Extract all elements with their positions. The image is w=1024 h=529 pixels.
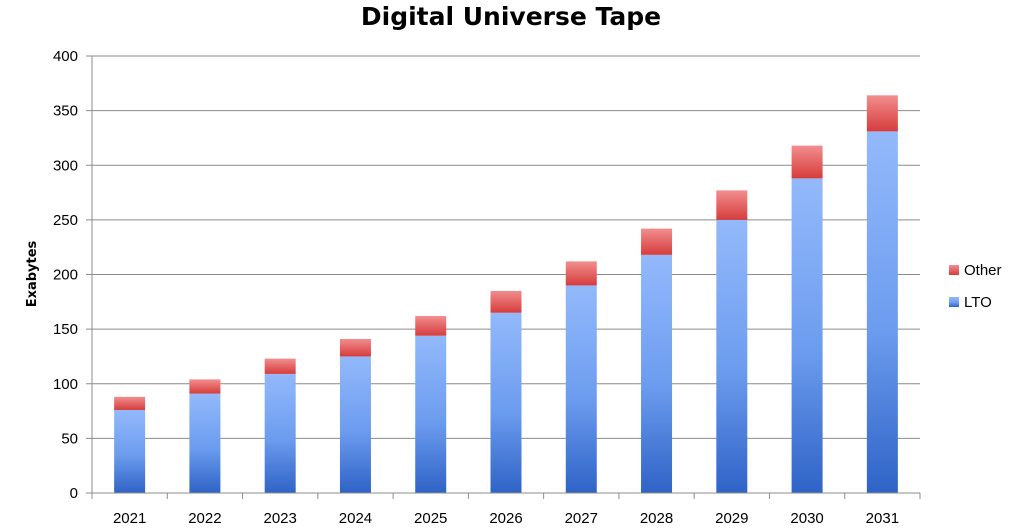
y-axis-ticks: 0 50 100 150 200 250 300 350 400 xyxy=(53,48,78,502)
x-tick-label: 2021 xyxy=(113,510,146,527)
x-tick-label: 2028 xyxy=(640,510,673,527)
bar-lto-2028 xyxy=(641,254,673,493)
y-tick-label: 300 xyxy=(53,157,78,174)
bar-lto-2022 xyxy=(189,393,221,493)
bar-other-2024 xyxy=(339,338,371,357)
x-axis-ticks: 2021 2022 2023 2024 2025 2026 2027 2028 2029 2030… xyxy=(91,492,921,527)
bar-other-2025 xyxy=(415,316,447,336)
legend: Other LTO xyxy=(949,262,1002,311)
x-tick-label: 2031 xyxy=(866,510,899,527)
y-tick-label: 150 xyxy=(53,321,78,338)
bar-lto-2023 xyxy=(264,373,296,493)
y-axis-title: Exabytes xyxy=(25,240,40,307)
bar-other-2028 xyxy=(641,228,673,255)
bar-lto-2030 xyxy=(791,178,823,494)
chart-title: Digital Universe Tape xyxy=(361,2,661,31)
y-tick-label: 250 xyxy=(53,212,78,229)
x-tick-label: 2030 xyxy=(790,510,823,527)
legend-swatch-other xyxy=(949,265,959,275)
bar-other-2023 xyxy=(264,358,296,374)
y-tick-label: 50 xyxy=(61,430,78,447)
y-tick-label: 400 xyxy=(53,48,78,65)
x-tick-label: 2023 xyxy=(263,510,296,527)
bar-lto-2024 xyxy=(339,356,371,493)
x-tick-label: 2026 xyxy=(489,510,522,527)
bars xyxy=(114,95,898,494)
y-tick-label: 350 xyxy=(53,103,78,120)
x-tick-label: 2029 xyxy=(715,510,748,527)
bar-other-2031 xyxy=(866,95,898,132)
legend-label-lto: LTO xyxy=(964,294,992,311)
x-tick-label: 2025 xyxy=(414,510,447,527)
bar-other-2030 xyxy=(791,145,823,179)
x-tick-label: 2024 xyxy=(339,510,372,527)
bar-other-2029 xyxy=(716,190,748,220)
bar-lto-2031 xyxy=(866,131,898,493)
bar-other-2022 xyxy=(189,379,221,394)
bar-lto-2025 xyxy=(415,335,447,493)
y-tick-label: 200 xyxy=(53,267,78,284)
x-tick-label: 2022 xyxy=(188,510,221,527)
x-tick-label: 2027 xyxy=(565,510,598,527)
bar-other-2021 xyxy=(114,396,146,410)
bar-lto-2027 xyxy=(565,285,597,493)
bar-lto-2021 xyxy=(114,409,146,493)
bar-lto-2029 xyxy=(716,219,748,493)
y-tick-label: 100 xyxy=(53,376,78,393)
bar-lto-2026 xyxy=(490,312,522,493)
legend-swatch-lto xyxy=(949,297,959,307)
y-tick-label: 0 xyxy=(70,485,78,502)
legend-label-other: Other xyxy=(964,262,1002,279)
bar-other-2026 xyxy=(490,290,522,313)
bar-other-2027 xyxy=(565,261,597,286)
